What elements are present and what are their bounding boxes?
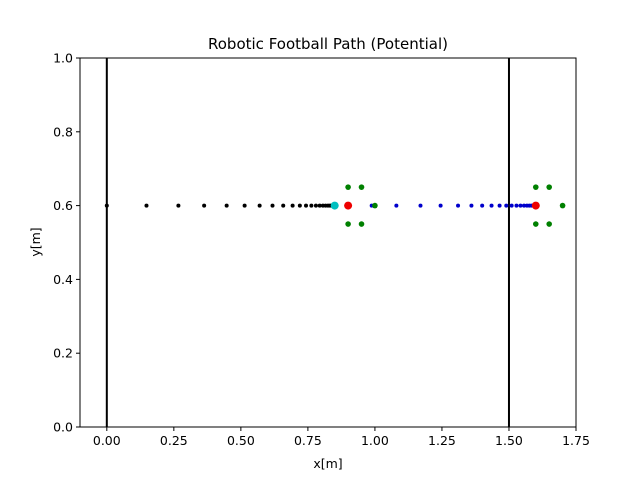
data-point-s0-14 bbox=[317, 203, 322, 208]
data-point-s1-4 bbox=[456, 203, 461, 208]
data-point-s2-0 bbox=[345, 184, 351, 190]
data-point-s0-1 bbox=[144, 203, 149, 208]
data-point-s1-8 bbox=[497, 203, 502, 208]
data-point-s2-3 bbox=[358, 221, 365, 227]
x-tick-label-4: 1.00 bbox=[361, 433, 389, 448]
data-point-s1-13 bbox=[521, 203, 526, 208]
data-point-s3-0 bbox=[344, 201, 353, 210]
data-point-s2-6 bbox=[546, 184, 552, 190]
data-point-s1-6 bbox=[480, 203, 485, 208]
chart-title: Robotic Football Path (Potential) bbox=[208, 35, 448, 53]
y-tick-label-3: 0.6 bbox=[53, 198, 73, 213]
data-point-s0-10 bbox=[297, 203, 302, 208]
y-tick-label-2: 0.4 bbox=[53, 272, 73, 287]
data-point-s2-7 bbox=[532, 221, 539, 227]
data-point-s1-9 bbox=[504, 203, 509, 208]
data-point-s0-12 bbox=[309, 203, 314, 208]
data-point-s2-1 bbox=[358, 184, 365, 190]
x-tick-label-2: 0.50 bbox=[227, 433, 255, 448]
data-point-s2-8 bbox=[546, 221, 552, 227]
data-point-s1-12 bbox=[518, 203, 523, 208]
data-point-s0-3 bbox=[202, 203, 207, 208]
data-point-s2-2 bbox=[345, 221, 351, 227]
x-tick-label-1: 0.25 bbox=[160, 433, 188, 448]
data-point-s1-5 bbox=[469, 203, 474, 208]
data-point-s1-11 bbox=[514, 203, 519, 208]
data-point-s0-5 bbox=[242, 203, 247, 208]
x-tick-label-6: 1.50 bbox=[495, 433, 523, 448]
x-axis-label: x[m] bbox=[313, 456, 342, 471]
y-tick-label-4: 0.8 bbox=[53, 124, 73, 139]
plot-area-frame bbox=[79, 57, 577, 428]
y-tick-label-0: 0.0 bbox=[53, 420, 73, 435]
data-point-s0-6 bbox=[257, 203, 262, 208]
data-point-s2-5 bbox=[532, 184, 539, 190]
data-point-s0-11 bbox=[304, 203, 309, 208]
data-point-s0-8 bbox=[281, 203, 286, 208]
data-point-s1-10 bbox=[509, 203, 514, 208]
data-point-s1-3 bbox=[438, 203, 443, 208]
data-point-s2-4 bbox=[372, 202, 378, 209]
data-point-s0-7 bbox=[270, 203, 275, 208]
data-point-s2-9 bbox=[559, 202, 566, 209]
data-point-s0-13 bbox=[313, 203, 318, 208]
data-point-s3-1 bbox=[531, 201, 540, 210]
data-point-s1-1 bbox=[394, 203, 399, 208]
data-point-s0-4 bbox=[224, 203, 229, 208]
x-tick-label-7: 1.75 bbox=[562, 433, 590, 448]
y-axis-label: y[m] bbox=[28, 227, 43, 256]
data-point-s0-9 bbox=[290, 203, 295, 208]
data-point-s0-2 bbox=[176, 203, 181, 208]
x-tick-label-3: 0.75 bbox=[294, 433, 322, 448]
data-point-s0-0 bbox=[104, 203, 109, 208]
x-tick-label-5: 1.25 bbox=[428, 433, 456, 448]
data-point-s1-2 bbox=[418, 203, 423, 208]
x-tick-label-0: 0.00 bbox=[93, 433, 121, 448]
y-tick-label-5: 1.0 bbox=[53, 51, 73, 66]
data-point-s4-0 bbox=[330, 201, 339, 210]
y-tick-label-1: 0.2 bbox=[53, 346, 73, 361]
data-point-s1-7 bbox=[489, 203, 494, 208]
